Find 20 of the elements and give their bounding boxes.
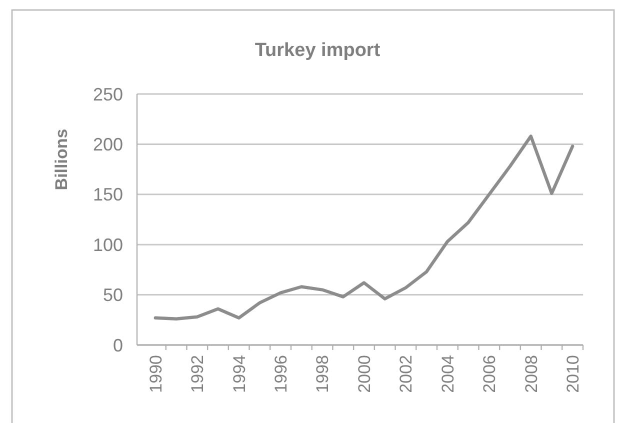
x-tick-label: 1992 <box>188 355 208 393</box>
y-tick-label: 150 <box>92 184 123 205</box>
x-tick-label: 2008 <box>522 355 541 393</box>
y-axis-title: Billions <box>52 128 71 190</box>
x-tick-label: 1998 <box>313 355 332 393</box>
x-tick-label: 2004 <box>438 355 458 393</box>
chart-title: Turkey import <box>254 40 381 61</box>
x-tick-label: 1996 <box>272 355 291 393</box>
x-tick-label: 2010 <box>564 355 583 393</box>
x-tick-label: 2000 <box>354 355 374 393</box>
y-tick-label: 50 <box>102 285 123 306</box>
line-series <box>154 134 574 320</box>
x-tick-label: 1990 <box>146 355 166 393</box>
y-tick-label: 100 <box>92 234 123 255</box>
y-tick-label: 0 <box>112 335 123 356</box>
x-tick-label: 2006 <box>480 355 500 393</box>
y-tick-label: 250 <box>92 84 123 104</box>
y-tick-label: 200 <box>92 134 123 154</box>
x-tick-label: 1994 <box>230 355 249 393</box>
x-tick-label: 2002 <box>396 355 416 393</box>
